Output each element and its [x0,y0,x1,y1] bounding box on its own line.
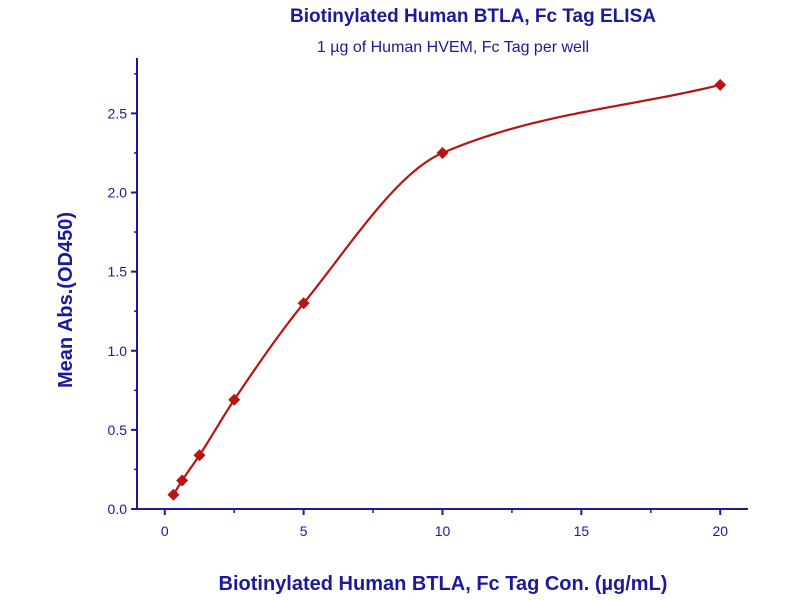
y-tick-label: 2.5 [108,105,128,121]
data-point [176,474,189,487]
data-point [436,146,449,159]
fit-curve-group [172,83,721,496]
x-tick-label: 10 [435,523,451,539]
y-tick-label: 0.5 [108,422,128,438]
data-point [714,78,727,91]
y-tick-label: 0.0 [108,501,128,517]
y-axis-label: Mean Abs.(OD450) [55,212,77,388]
x-tick-label: 15 [574,523,590,539]
x-tick-label: 20 [712,523,728,539]
data-point [193,449,206,462]
data-point [297,297,310,310]
data-point [167,488,180,501]
x-axis: 0 5 10 15 20 [137,508,748,539]
chart-subtitle: 1 µg of Human HVEM, Fc Tag per well [317,39,589,56]
data-points-group [167,78,727,501]
y-tick-label: 1.0 [108,343,128,359]
x-tick-label: 5 [300,523,308,539]
data-point [228,393,241,406]
y-axis: 0.0 0.5 1.0 1.5 2.0 2.5 [108,58,138,517]
x-tick-label: 0 [161,523,169,539]
chart-title: Biotinylated Human BTLA, Fc Tag ELISA [290,6,656,27]
fit-curve [172,83,721,496]
y-tick-label: 1.5 [108,264,128,280]
y-tick-label: 2.0 [108,185,128,201]
x-axis-label: Biotinylated Human BTLA, Fc Tag Con. (µg… [219,573,668,595]
